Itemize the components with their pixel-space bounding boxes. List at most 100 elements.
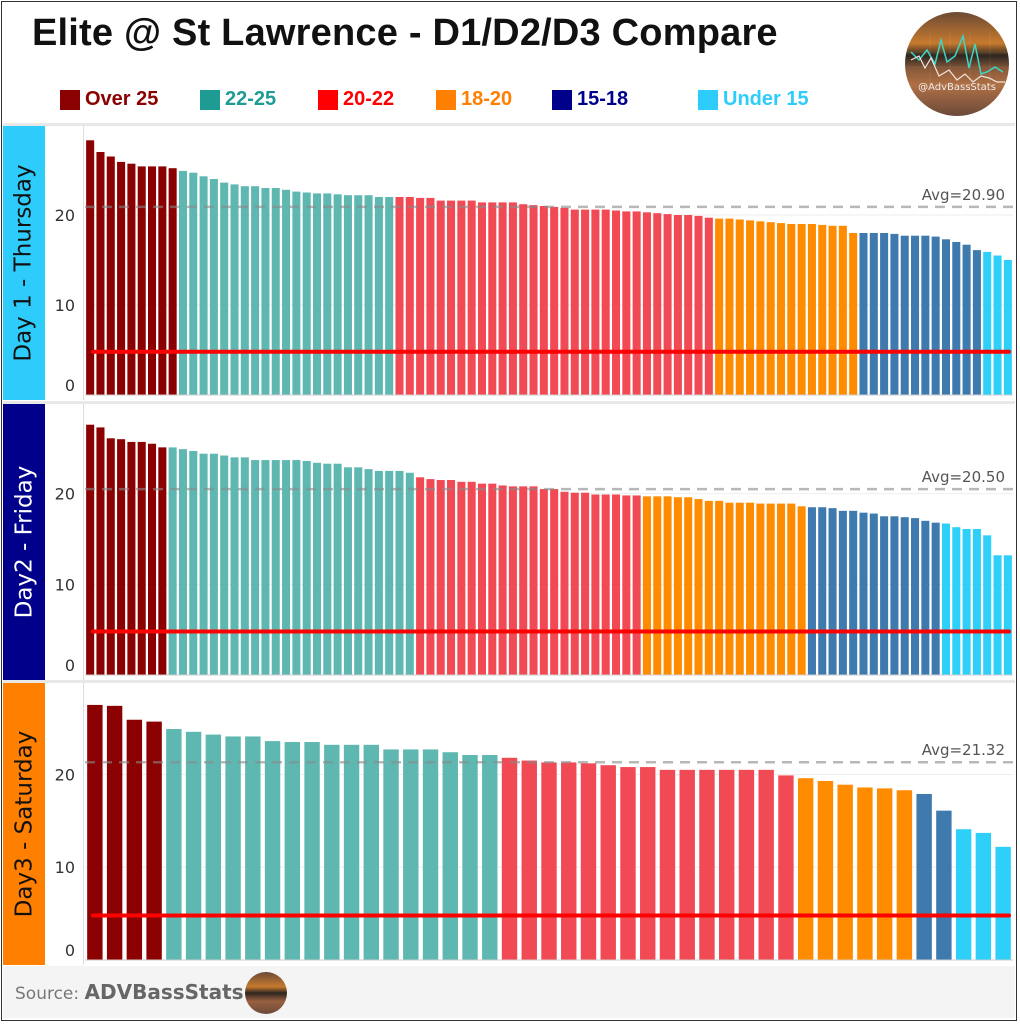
bar (148, 443, 157, 675)
bar (653, 213, 662, 395)
bar (126, 719, 143, 960)
bar (158, 166, 167, 395)
bar (436, 480, 445, 675)
source-name: ADVBassStats (84, 980, 244, 1004)
y-tick-label: 10 (55, 296, 75, 315)
bar (735, 219, 744, 395)
bar (436, 200, 445, 395)
y-axis-area (45, 683, 84, 965)
bar (271, 188, 280, 395)
bar (560, 207, 569, 395)
legend-swatch (318, 89, 338, 110)
bar (699, 769, 715, 960)
legend-item-under-15[interactable]: Under 15 (698, 88, 838, 111)
bar (292, 191, 301, 395)
bar (622, 495, 631, 675)
bar (284, 742, 301, 960)
bar (117, 439, 126, 675)
bar (426, 479, 435, 675)
bar (955, 829, 972, 960)
bar (620, 767, 636, 960)
legend-item-15-18[interactable]: 15-18 (552, 88, 698, 111)
bar (333, 463, 342, 675)
bar (251, 460, 260, 675)
bar (612, 494, 621, 675)
bar (106, 705, 123, 960)
bar (916, 793, 932, 960)
legend-label: Under 15 (723, 88, 809, 110)
bar (333, 194, 342, 395)
bar (580, 763, 597, 960)
bar (837, 784, 853, 960)
chart-title: Elite @ St Lawrence - D1/D2/D3 Compare (32, 12, 778, 54)
legend-swatch (698, 89, 718, 110)
bar (96, 152, 105, 395)
bar (787, 224, 796, 395)
bar (653, 496, 662, 675)
bar (261, 460, 270, 675)
bar (962, 528, 971, 675)
y-tick-label: 20 (55, 485, 75, 504)
bar (189, 450, 198, 675)
logo-sparkline-icon (905, 32, 1009, 92)
bar (952, 527, 961, 675)
bar (385, 470, 394, 675)
bar (581, 492, 590, 675)
bar (642, 496, 651, 675)
legend-item-over-25[interactable]: Over 25 (60, 88, 200, 111)
bar (1003, 555, 1012, 675)
bar (442, 752, 458, 960)
legend-item-20-22[interactable]: 20-22 (318, 88, 436, 111)
bar (539, 206, 548, 395)
bar (715, 500, 724, 675)
bar (426, 197, 435, 395)
bar (818, 224, 827, 395)
bar (941, 239, 950, 395)
bar (230, 457, 239, 675)
bar (704, 217, 713, 395)
bar (282, 189, 291, 395)
bar (746, 502, 755, 675)
bar (591, 209, 600, 395)
bar (581, 209, 590, 395)
bar (807, 507, 816, 675)
bar (673, 215, 682, 395)
brand-logo: @AdvBassStats (905, 12, 1009, 116)
footer-logo (245, 972, 287, 1014)
source-label: Source: (15, 984, 80, 1004)
panel-label-day2: Day2 - Friday (3, 404, 45, 680)
bar (364, 469, 373, 675)
bar (539, 489, 548, 675)
bar (354, 467, 363, 675)
bar (323, 463, 332, 675)
bar (797, 506, 806, 675)
y-tick-label: 0 (65, 656, 75, 675)
bar (725, 218, 734, 395)
bar (807, 224, 816, 395)
legend-item-18-20[interactable]: 18-20 (436, 88, 552, 111)
bar (694, 499, 703, 675)
divider (3, 680, 1015, 683)
bar (86, 424, 95, 675)
bar (640, 767, 656, 960)
legend-item-22-25[interactable]: 22-25 (200, 88, 318, 111)
bar (880, 516, 889, 675)
bar (374, 197, 383, 395)
bar (457, 481, 466, 675)
bar (220, 455, 229, 675)
bar (911, 235, 920, 395)
bar (225, 736, 241, 960)
bar (220, 182, 229, 395)
bar (962, 244, 971, 395)
bar (869, 513, 878, 675)
bar (323, 193, 332, 395)
bar (849, 233, 858, 395)
bar (395, 470, 404, 675)
panel-day3: Day3 - Saturday 0 10 20 Avg=21.32 (3, 683, 1015, 965)
bar (137, 166, 146, 395)
bar (849, 510, 858, 675)
bar (561, 762, 577, 960)
bar (684, 497, 693, 675)
bar (828, 508, 837, 675)
bar (921, 235, 930, 395)
